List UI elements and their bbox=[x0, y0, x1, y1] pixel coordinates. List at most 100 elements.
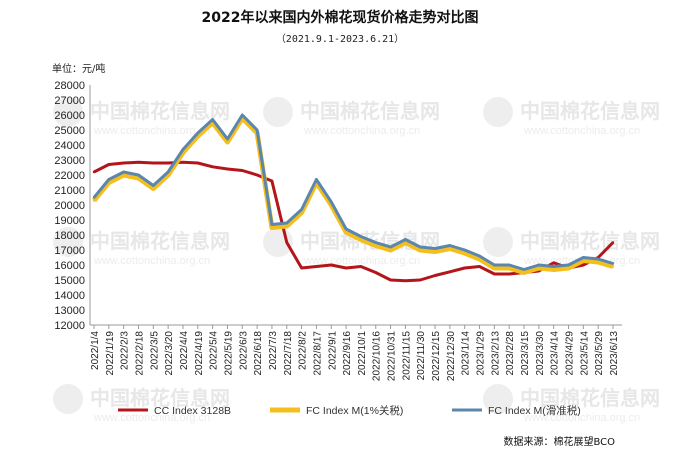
x-tick-label: 2022/11/15 bbox=[401, 331, 412, 381]
x-tick-label: 2023/5/14 bbox=[579, 331, 590, 376]
series-1-point bbox=[344, 230, 348, 234]
x-tick-label: 2022/4/4 bbox=[179, 331, 190, 370]
series-2-point bbox=[107, 178, 111, 181]
series-2-point bbox=[508, 263, 511, 267]
x-tick-label: 2022/1/19 bbox=[105, 331, 116, 376]
chart-title: 2022年以来国内外棉花现货价格走势对比图 bbox=[202, 9, 479, 26]
series-2-point bbox=[522, 268, 526, 271]
watermark-url: www.cottonchina.org.cn bbox=[523, 125, 640, 137]
x-tick-label: 2022/11/30 bbox=[416, 331, 427, 381]
series-2-point bbox=[226, 137, 229, 141]
watermark-url: www.cottonchina.org.cn bbox=[93, 255, 210, 267]
series-1-point bbox=[582, 259, 585, 262]
legend-item-fc-index-1pct: FC Index M(1%关税) bbox=[270, 404, 403, 417]
series-0-point bbox=[166, 161, 170, 165]
x-tick-label: 2022/6/18 bbox=[253, 331, 264, 376]
series-2-point bbox=[196, 131, 199, 135]
x-tick-label: 2023/4/14 bbox=[550, 331, 561, 376]
series-0-point bbox=[433, 274, 437, 277]
y-tick-label: 23000 bbox=[54, 155, 85, 167]
series-0-point bbox=[196, 161, 199, 165]
series-1-point bbox=[137, 176, 140, 180]
series-1-point bbox=[478, 257, 481, 261]
series-2-point bbox=[389, 245, 392, 249]
series-1-point bbox=[463, 251, 466, 255]
y-tick-label: 25000 bbox=[54, 125, 85, 137]
series-1-point bbox=[448, 247, 452, 250]
series-2-point bbox=[255, 128, 259, 132]
watermark-logo-icon bbox=[53, 227, 83, 257]
y-tick-label: 13000 bbox=[54, 305, 85, 317]
chart-subtitle: （2021.9.1-2023.6.21） bbox=[276, 33, 404, 45]
y-tick-label: 15000 bbox=[54, 275, 85, 287]
y-axis: 12000 13000 14000 15000 16000 17000 18000 19000… bbox=[54, 80, 85, 332]
series-0-point bbox=[611, 241, 615, 244]
series-0-point bbox=[315, 265, 318, 268]
x-tick-label: 2022/7/18 bbox=[283, 331, 294, 376]
series-2-point bbox=[567, 263, 570, 267]
series-2-point bbox=[582, 256, 585, 259]
series-1-point bbox=[493, 266, 496, 270]
legend-label-fc-index-1pct: FC Index M(1%关税) bbox=[306, 404, 403, 417]
watermark-logo-icon bbox=[263, 227, 293, 257]
series-2-point bbox=[611, 262, 615, 265]
series-1-point bbox=[404, 241, 407, 244]
x-tick-label: 2022/7/3 bbox=[268, 331, 279, 370]
y-tick-label: 28000 bbox=[54, 80, 85, 92]
y-tick-label: 17000 bbox=[54, 245, 85, 257]
series-2-point bbox=[493, 263, 496, 267]
series-0-point bbox=[508, 272, 511, 276]
series-0-point bbox=[344, 266, 348, 270]
x-tick-label: 2022/3/20 bbox=[164, 331, 175, 376]
series-1-point bbox=[419, 248, 422, 252]
series-0-point bbox=[107, 163, 111, 166]
watermark-url: www.cottonchina.org.cn bbox=[303, 125, 420, 137]
series-2-point bbox=[330, 200, 333, 204]
y-axis-unit-label: 单位：元/吨 bbox=[52, 62, 105, 75]
series-2-point bbox=[137, 173, 140, 177]
y-tick-label: 21000 bbox=[54, 185, 85, 197]
watermark-brand: 中国棉花信息网 bbox=[90, 229, 230, 253]
x-tick-label: 2022/9/16 bbox=[342, 331, 353, 376]
x-tick-label: 2022/10/1 bbox=[357, 331, 368, 376]
x-tick-label: 2022/5/4 bbox=[209, 331, 220, 370]
x-tick-label: 2023/3/15 bbox=[520, 331, 531, 376]
series-2-point bbox=[300, 208, 303, 211]
series-0-point bbox=[463, 266, 466, 270]
series-2-point bbox=[359, 235, 363, 238]
series-2-point bbox=[241, 113, 244, 117]
series-2-point bbox=[270, 223, 274, 226]
series-1-point bbox=[433, 250, 437, 253]
watermark-brand: 中国棉花信息网 bbox=[300, 99, 440, 123]
series-1-point bbox=[226, 140, 229, 144]
x-tick-label: 2023/2/13 bbox=[490, 331, 501, 376]
series-1-point bbox=[389, 248, 392, 252]
series-0-point bbox=[374, 271, 377, 274]
watermark-logo-icon bbox=[483, 384, 513, 414]
watermark-logo-icon bbox=[483, 227, 513, 257]
y-tick-label: 14000 bbox=[54, 290, 85, 302]
series-0-point bbox=[448, 270, 452, 273]
series-2-point bbox=[181, 148, 185, 151]
y-tick-label: 16000 bbox=[54, 260, 85, 272]
series-1-point bbox=[374, 244, 377, 247]
watermark-brand: 中国棉花信息网 bbox=[90, 99, 230, 123]
watermark-url: www.cottonchina.org.cn bbox=[93, 125, 210, 137]
watermark-logo-icon bbox=[53, 97, 83, 127]
series-0-point bbox=[419, 278, 422, 282]
watermark-1: 中国棉花信息网 www.cottonchina.org.cn bbox=[263, 97, 440, 137]
watermark-0: 中国棉花信息网 www.cottonchina.org.cn bbox=[53, 97, 230, 137]
watermark-brand: 中国棉花信息网 bbox=[520, 229, 660, 253]
x-tick-label: 2023/5/29 bbox=[594, 331, 605, 376]
series-0-point bbox=[359, 265, 363, 268]
watermark-url: www.cottonchina.org.cn bbox=[523, 412, 640, 424]
data-source-label: 数据来源：棉花展望BCO bbox=[503, 435, 615, 448]
series-0-point bbox=[493, 272, 496, 276]
x-tick-label: 2023/2/28 bbox=[505, 331, 516, 376]
series-0-point bbox=[270, 179, 274, 183]
series-1-point bbox=[285, 224, 288, 228]
x-tick-label: 2022/10/16 bbox=[372, 331, 383, 381]
x-tick-label: 2022/6/3 bbox=[238, 331, 249, 370]
